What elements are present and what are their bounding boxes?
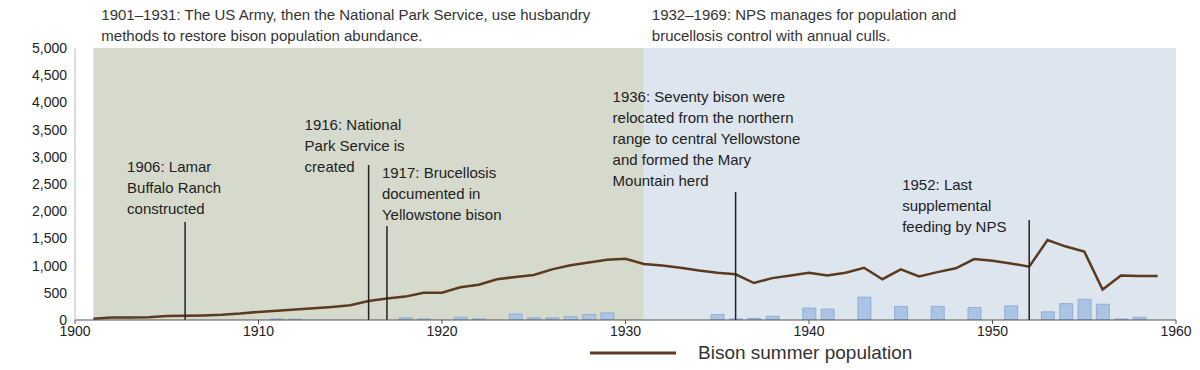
svg-text:500: 500: [44, 285, 68, 301]
svg-text:1960: 1960: [1160, 323, 1191, 339]
svg-text:4,000: 4,000: [32, 94, 67, 110]
svg-text:1920: 1920: [426, 323, 457, 339]
svg-text:3,000: 3,000: [32, 149, 67, 165]
svg-text:1900: 1900: [59, 322, 91, 339]
svg-text:1917: Brucellosisdocumented in: 1917: Brucellosisdocumented inYellowston…: [382, 164, 502, 223]
html-text:Park Service is: Park Service is: [304, 137, 405, 154]
svg-text:1,000: 1,000: [32, 258, 67, 274]
svg-text:1950: 1950: [977, 323, 1008, 339]
svg-text:1936: Seventy bison werereloca: 1936: Seventy bison wererelocated from t…: [613, 88, 801, 189]
svg-text:3,500: 3,500: [32, 122, 67, 138]
svg-text:1901–1931: The US Army, then t: 1901–1931: The US Army, then the Nationa…: [101, 6, 590, 44]
html-text:1916: National: 1916: National: [304, 116, 402, 133]
svg-text:1952: Lastsupplementalfeeding: 1952: Lastsupplementalfeeding by NPS: [902, 176, 1006, 235]
svg-text:5,000: 5,000: [32, 40, 67, 56]
svg-text:0: 0: [59, 312, 67, 328]
html-text:created: created: [304, 158, 355, 175]
html-text:Bison summer population: Bison summer population: [698, 342, 913, 363]
svg-text:1910: 1910: [243, 323, 274, 339]
svg-text:1940: 1940: [793, 323, 824, 339]
svg-text:1932–1969: NPS manages for pop: 1932–1969: NPS manages for population an…: [652, 6, 956, 44]
svg-text:2,000: 2,000: [32, 203, 67, 219]
svg-text:1930: 1930: [610, 323, 641, 339]
svg-text:4,500: 4,500: [32, 67, 67, 83]
svg-text:1906: LamarBuffalo Ranchconstr: 1906: LamarBuffalo Ranchconstructed: [127, 158, 221, 217]
svg-text:2,500: 2,500: [32, 176, 67, 192]
svg-text:1,500: 1,500: [32, 230, 67, 246]
